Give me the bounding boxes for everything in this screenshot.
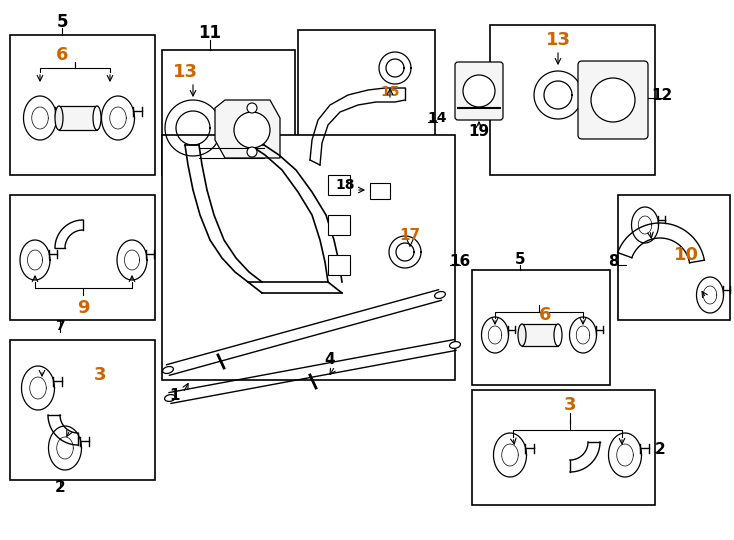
Ellipse shape bbox=[435, 292, 446, 299]
Text: 4: 4 bbox=[324, 353, 335, 368]
Text: 10: 10 bbox=[674, 246, 699, 264]
Ellipse shape bbox=[518, 324, 526, 346]
Bar bbox=[328, 175, 350, 195]
Ellipse shape bbox=[93, 106, 101, 130]
Text: 1: 1 bbox=[170, 388, 181, 402]
Text: 5: 5 bbox=[515, 253, 526, 267]
Bar bbox=[298, 30, 435, 175]
Circle shape bbox=[463, 75, 495, 107]
Text: 3: 3 bbox=[94, 366, 106, 384]
Bar bbox=[59, 106, 97, 130]
Text: 3: 3 bbox=[564, 396, 576, 414]
Ellipse shape bbox=[164, 395, 175, 401]
Text: 16: 16 bbox=[449, 254, 470, 269]
Bar bbox=[328, 255, 350, 275]
Bar bbox=[328, 215, 350, 235]
Circle shape bbox=[591, 78, 635, 122]
Text: 17: 17 bbox=[399, 227, 421, 242]
Bar bbox=[522, 324, 558, 346]
Ellipse shape bbox=[554, 324, 562, 346]
Bar bbox=[162, 50, 295, 175]
Text: 2: 2 bbox=[655, 442, 666, 457]
Circle shape bbox=[234, 112, 270, 148]
Bar bbox=[10, 340, 155, 480]
FancyBboxPatch shape bbox=[578, 61, 648, 139]
Text: 13: 13 bbox=[172, 63, 197, 81]
Bar bbox=[490, 25, 655, 175]
Circle shape bbox=[247, 147, 257, 157]
Bar bbox=[10, 35, 155, 175]
Bar bbox=[10, 195, 155, 320]
Text: 13: 13 bbox=[545, 31, 570, 49]
FancyBboxPatch shape bbox=[455, 62, 503, 120]
Bar bbox=[618, 195, 730, 320]
Bar bbox=[472, 390, 655, 505]
Text: 9: 9 bbox=[77, 299, 90, 317]
Text: 14: 14 bbox=[427, 111, 447, 125]
Bar bbox=[472, 270, 610, 385]
Ellipse shape bbox=[55, 106, 63, 130]
Text: 18: 18 bbox=[335, 178, 355, 192]
Text: 12: 12 bbox=[651, 87, 672, 103]
Polygon shape bbox=[215, 100, 280, 158]
Ellipse shape bbox=[163, 367, 173, 374]
Text: 2: 2 bbox=[54, 481, 65, 496]
Ellipse shape bbox=[449, 342, 460, 348]
Bar bbox=[162, 135, 455, 380]
Text: 15: 15 bbox=[380, 85, 400, 99]
Circle shape bbox=[247, 103, 257, 113]
Text: 7: 7 bbox=[55, 319, 65, 333]
Text: 11: 11 bbox=[198, 24, 222, 42]
Bar bbox=[370, 183, 390, 199]
Text: 6: 6 bbox=[539, 306, 551, 324]
Text: 6: 6 bbox=[56, 46, 68, 64]
Text: 5: 5 bbox=[57, 13, 68, 31]
Text: 19: 19 bbox=[468, 125, 490, 139]
Text: 8: 8 bbox=[608, 254, 618, 269]
